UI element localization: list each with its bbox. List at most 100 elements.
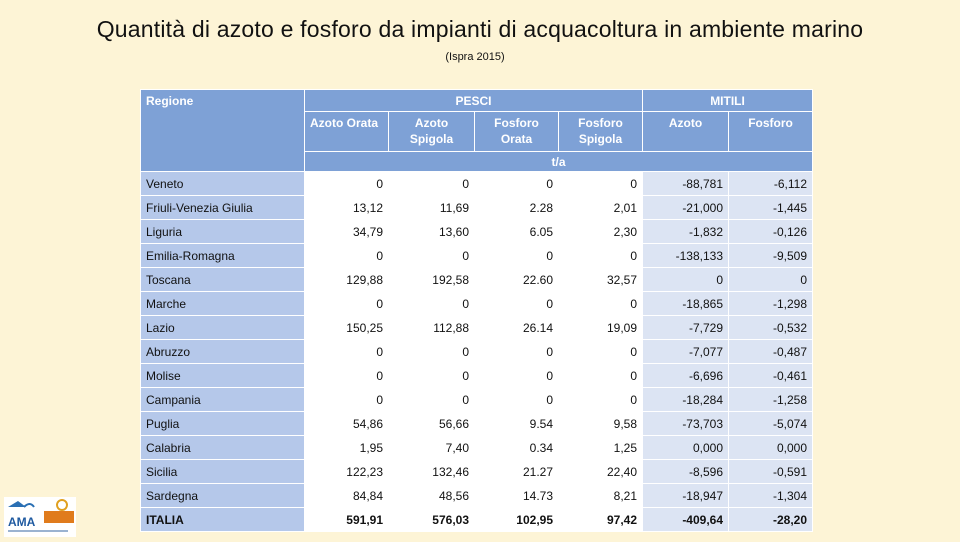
- ama-logo: AMA: [4, 497, 76, 537]
- value-cell: 150,25: [304, 315, 389, 340]
- data-table: Regione PESCI MITILI Azoto Orata Azoto S…: [140, 89, 814, 532]
- value-cell: -1,304: [728, 483, 814, 508]
- table-row: Lazio 150,25 112,88 26.14 19,09 -7,729 -0,532: [140, 315, 814, 340]
- total-value-cell: 97,42: [557, 507, 644, 532]
- value-cell: 34,79: [304, 219, 389, 244]
- value-cell: 32,57: [557, 267, 644, 292]
- region-cell-friuli-venezia-giulia: Friuli-Venezia Giulia: [140, 195, 305, 220]
- region-cell-lazio: Lazio: [140, 315, 305, 340]
- header-mitili-azoto: Azoto: [642, 111, 730, 152]
- value-cell: 0,000: [642, 435, 730, 460]
- value-cell: -0,591: [728, 459, 814, 484]
- region-cell-molise: Molise: [140, 363, 305, 388]
- value-cell: 0: [388, 363, 475, 388]
- table-row: Veneto 0 0 0 0 -88,781 -6,112: [140, 171, 814, 196]
- value-cell: 0: [304, 339, 389, 364]
- value-cell: 0: [304, 387, 389, 412]
- value-cell: 14.73: [474, 483, 559, 508]
- value-cell: 0: [557, 243, 644, 268]
- header-azoto-spigola: Azoto Spigola: [388, 111, 475, 152]
- value-cell: -8,596: [642, 459, 730, 484]
- value-cell: -1,298: [728, 291, 814, 316]
- value-cell: -7,077: [642, 339, 730, 364]
- table-row: Campania 0 0 0 0 -18,284 -1,258: [140, 387, 814, 412]
- header-azoto-orata: Azoto Orata: [304, 111, 389, 152]
- table-row: Marche 0 0 0 0 -18,865 -1,298: [140, 291, 814, 316]
- value-cell: 54,86: [304, 411, 389, 436]
- value-cell: 0: [474, 387, 559, 412]
- region-cell-veneto: Veneto: [140, 171, 305, 196]
- value-cell: -0,461: [728, 363, 814, 388]
- slide-title: Quantità di azoto e fosforo da impianti …: [96, 16, 864, 42]
- value-cell: 8,21: [557, 483, 644, 508]
- value-cell: 0: [304, 363, 389, 388]
- total-value-cell: -28,20: [728, 507, 814, 532]
- value-cell: 13,60: [388, 219, 475, 244]
- value-cell: 0: [728, 267, 814, 292]
- value-cell: 0: [388, 291, 475, 316]
- value-cell: -1,832: [642, 219, 730, 244]
- table-row: Friuli-Venezia Giulia 13,12 11,69 2.28 2,01-…: [140, 195, 814, 220]
- value-cell: -6,112: [728, 171, 814, 196]
- value-cell: 26.14: [474, 315, 559, 340]
- value-cell: 132,46: [388, 459, 475, 484]
- value-cell: 0: [474, 171, 559, 196]
- region-cell-emilia-romagna: Emilia-Romagna: [140, 243, 305, 268]
- value-cell: 2,01: [557, 195, 644, 220]
- region-cell-calabria: Calabria: [140, 435, 305, 460]
- header-fosforo-orata: Fosforo Orata: [474, 111, 559, 152]
- value-cell: -0,532: [728, 315, 814, 340]
- value-cell: 48,56: [388, 483, 475, 508]
- value-cell: 0: [474, 339, 559, 364]
- value-cell: 22,40: [557, 459, 644, 484]
- value-cell: 0.34: [474, 435, 559, 460]
- value-cell: 0: [642, 267, 730, 292]
- table-row: Sardegna 84,84 48,56 14.73 8,21 -18,947 -1,304: [140, 483, 814, 508]
- header-fosforo-spigola: Fosforo Spigola: [557, 111, 644, 152]
- value-cell: 11,69: [388, 195, 475, 220]
- value-cell: 13,12: [304, 195, 389, 220]
- value-cell: 0: [474, 291, 559, 316]
- total-value-cell: 591,91: [304, 507, 389, 532]
- value-cell: 0: [388, 171, 475, 196]
- value-cell: 0: [557, 339, 644, 364]
- table-row: Sicilia 122,23 132,46 21.27 22,40 -8,596 -0,59…: [140, 459, 814, 484]
- value-cell: -138,133: [642, 243, 730, 268]
- value-cell: 21.27: [474, 459, 559, 484]
- table-body: Veneto 0 0 0 0 -88,781 -6,112 Friuli-Venezia Gi…: [140, 171, 814, 532]
- value-cell: 0: [557, 387, 644, 412]
- value-cell: 192,58: [388, 267, 475, 292]
- value-cell: 56,66: [388, 411, 475, 436]
- header-group-mitili: MITILI: [642, 89, 814, 112]
- value-cell: 9.54: [474, 411, 559, 436]
- region-cell-sardegna: Sardegna: [140, 483, 305, 508]
- value-cell: -1,258: [728, 387, 814, 412]
- value-cell: -18,947: [642, 483, 730, 508]
- value-cell: 112,88: [388, 315, 475, 340]
- value-cell: 0: [304, 171, 389, 196]
- table-row: Liguria 34,79 13,60 6.05 2,30 -1,832 -0,126: [140, 219, 814, 244]
- value-cell: 6.05: [474, 219, 559, 244]
- value-cell: -0,487: [728, 339, 814, 364]
- total-value-cell: -409,64: [642, 507, 730, 532]
- slide-subtitle: (Ispra 2015): [445, 51, 505, 63]
- table-row: Molise 0 0 0 0 -6,696 -0,461: [140, 363, 814, 388]
- value-cell: 0: [557, 363, 644, 388]
- value-cell: -18,865: [642, 291, 730, 316]
- svg-text:AMA: AMA: [8, 515, 36, 529]
- table-row: Abruzzo 0 0 0 0 -7,077 -0,487: [140, 339, 814, 364]
- value-cell: 0: [304, 291, 389, 316]
- region-cell-puglia: Puglia: [140, 411, 305, 436]
- header-mitili-fosforo: Fosforo: [728, 111, 814, 152]
- region-cell-marche: Marche: [140, 291, 305, 316]
- table-row: Emilia-Romagna 0 0 0 0 -138,133 -9,509: [140, 243, 814, 268]
- value-cell: 9,58: [557, 411, 644, 436]
- region-cell-toscana: Toscana: [140, 267, 305, 292]
- value-cell: -5,074: [728, 411, 814, 436]
- value-cell: 129,88: [304, 267, 389, 292]
- value-cell: 0: [557, 171, 644, 196]
- header-unit: t/a: [303, 151, 814, 172]
- region-cell-sicilia: Sicilia: [140, 459, 305, 484]
- region-cell-italia: ITALIA: [140, 507, 305, 532]
- value-cell: 0: [557, 291, 644, 316]
